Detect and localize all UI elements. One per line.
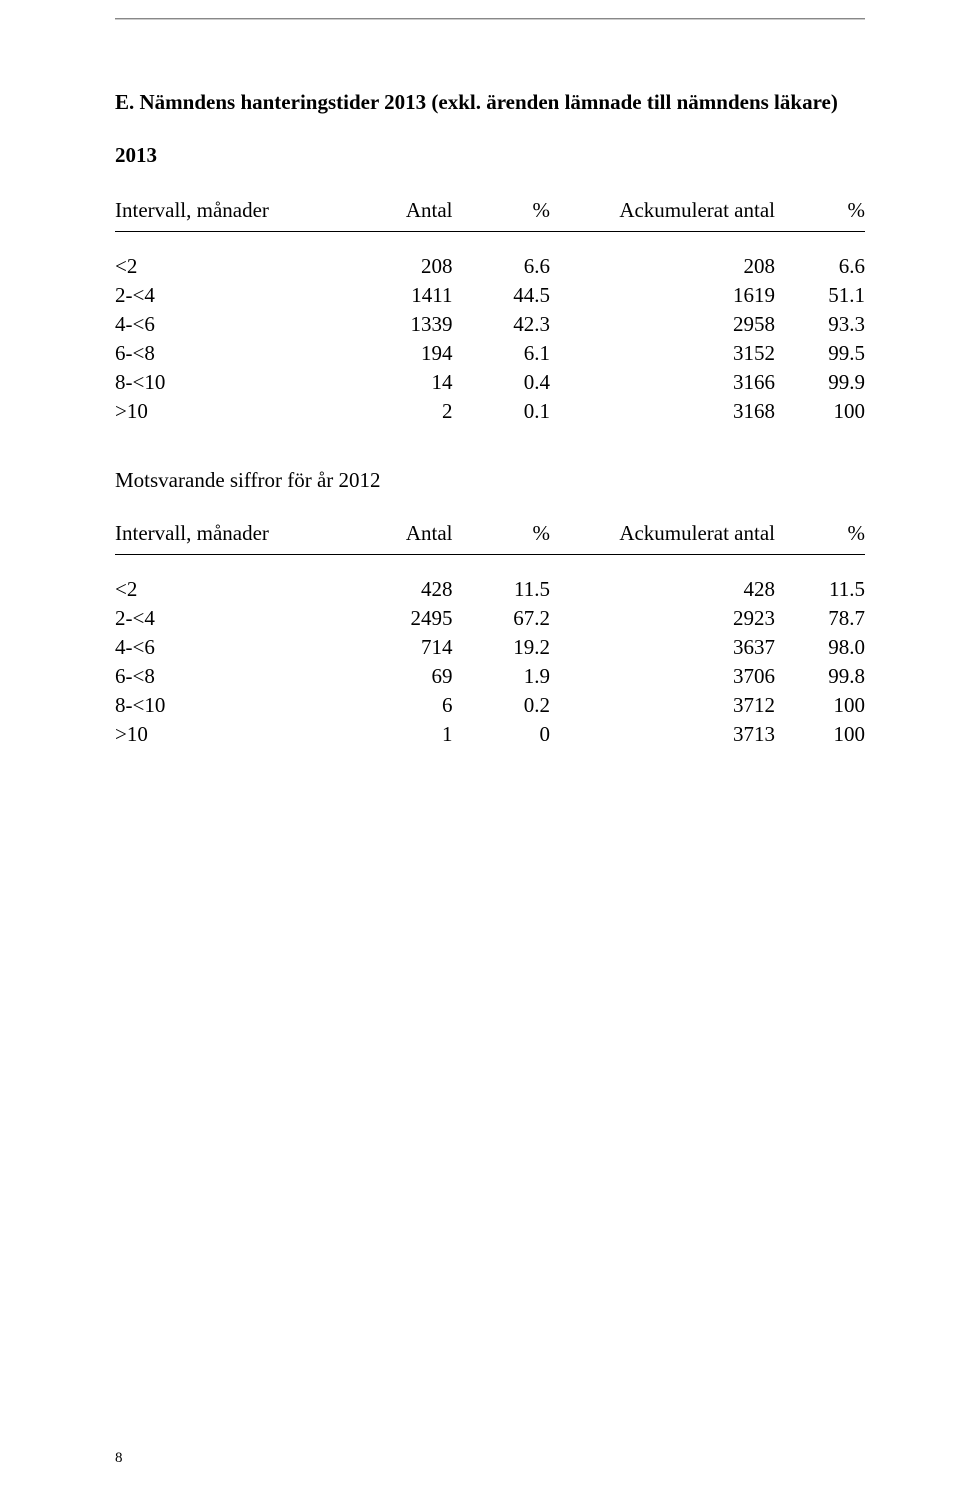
page-number: 8	[115, 1450, 123, 1467]
cell-antal: 69	[318, 662, 453, 691]
table-row: <2 208 6.6 208 6.6	[115, 232, 865, 282]
col-header-interval: Intervall, månader	[115, 517, 318, 555]
subhead-2012: Motsvarande siffror för år 2012	[115, 468, 865, 493]
cell-antal: 1	[318, 720, 453, 749]
col-header-antal: Antal	[318, 517, 453, 555]
cell-antal: 428	[318, 555, 453, 605]
cell-pct: 1.9	[453, 662, 551, 691]
table-row: 8-<10 6 0.2 3712 100	[115, 691, 865, 720]
cell-antal: 2495	[318, 604, 453, 633]
cell-ack: 2923	[550, 604, 775, 633]
cell-pct2: 11.5	[775, 555, 865, 605]
cell-antal: 14	[318, 368, 453, 397]
table-2012-body: <2 428 11.5 428 11.5 2-<4 2495 67.2 2923…	[115, 555, 865, 750]
cell-ack: 3713	[550, 720, 775, 749]
cell-pct2: 99.9	[775, 368, 865, 397]
section-title: E. Nämndens hanteringstider 2013 (exkl. …	[115, 90, 865, 115]
table-2013: Intervall, månader Antal % Ackumulerat a…	[115, 194, 865, 426]
cell-interval: 6-<8	[115, 339, 318, 368]
cell-pct2: 99.5	[775, 339, 865, 368]
cell-ack: 3168	[550, 397, 775, 426]
cell-pct2: 78.7	[775, 604, 865, 633]
cell-pct: 6.6	[453, 232, 551, 282]
cell-pct: 42.3	[453, 310, 551, 339]
cell-pct: 11.5	[453, 555, 551, 605]
cell-antal: 714	[318, 633, 453, 662]
cell-antal: 2	[318, 397, 453, 426]
table-2012: Intervall, månader Antal % Ackumulerat a…	[115, 517, 865, 749]
cell-interval: 6-<8	[115, 662, 318, 691]
cell-ack: 3152	[550, 339, 775, 368]
cell-antal: 6	[318, 691, 453, 720]
col-header-pct2: %	[775, 517, 865, 555]
cell-ack: 1619	[550, 281, 775, 310]
cell-pct2: 93.3	[775, 310, 865, 339]
cell-interval: 4-<6	[115, 310, 318, 339]
cell-interval: 4-<6	[115, 633, 318, 662]
col-header-pct2: %	[775, 194, 865, 232]
cell-interval: >10	[115, 397, 318, 426]
cell-antal: 1339	[318, 310, 453, 339]
table-2013-body: <2 208 6.6 208 6.6 2-<4 1411 44.5 1619 5…	[115, 232, 865, 427]
cell-ack: 3166	[550, 368, 775, 397]
table-row: 8-<10 14 0.4 3166 99.9	[115, 368, 865, 397]
cell-pct2: 100	[775, 397, 865, 426]
cell-pct: 0.4	[453, 368, 551, 397]
col-header-ack: Ackumulerat antal	[550, 194, 775, 232]
table-row: 4-<6 714 19.2 3637 98.0	[115, 633, 865, 662]
col-header-antal: Antal	[318, 194, 453, 232]
year-label: 2013	[115, 143, 865, 168]
table-row: <2 428 11.5 428 11.5	[115, 555, 865, 605]
table-row: 6-<8 69 1.9 3706 99.8	[115, 662, 865, 691]
cell-interval: 2-<4	[115, 281, 318, 310]
cell-ack: 2958	[550, 310, 775, 339]
cell-pct: 44.5	[453, 281, 551, 310]
cell-antal: 1411	[318, 281, 453, 310]
cell-pct: 6.1	[453, 339, 551, 368]
table-header-row: Intervall, månader Antal % Ackumulerat a…	[115, 194, 865, 232]
cell-antal: 194	[318, 339, 453, 368]
table-row: 2-<4 1411 44.5 1619 51.1	[115, 281, 865, 310]
cell-pct: 19.2	[453, 633, 551, 662]
cell-interval: 8-<10	[115, 368, 318, 397]
cell-pct: 67.2	[453, 604, 551, 633]
table-header-row: Intervall, månader Antal % Ackumulerat a…	[115, 517, 865, 555]
cell-ack: 208	[550, 232, 775, 282]
cell-pct2: 6.6	[775, 232, 865, 282]
top-rule	[115, 18, 865, 20]
cell-pct2: 99.8	[775, 662, 865, 691]
table-row: 4-<6 1339 42.3 2958 93.3	[115, 310, 865, 339]
col-header-ack: Ackumulerat antal	[550, 517, 775, 555]
table-row: >10 2 0.1 3168 100	[115, 397, 865, 426]
cell-pct: 0.2	[453, 691, 551, 720]
cell-ack: 428	[550, 555, 775, 605]
cell-interval: 2-<4	[115, 604, 318, 633]
cell-interval: 8-<10	[115, 691, 318, 720]
cell-pct2: 51.1	[775, 281, 865, 310]
cell-ack: 3712	[550, 691, 775, 720]
cell-interval: <2	[115, 555, 318, 605]
cell-ack: 3637	[550, 633, 775, 662]
cell-pct2: 100	[775, 720, 865, 749]
cell-interval: >10	[115, 720, 318, 749]
col-header-pct: %	[453, 517, 551, 555]
cell-ack: 3706	[550, 662, 775, 691]
col-header-interval: Intervall, månader	[115, 194, 318, 232]
cell-pct: 0	[453, 720, 551, 749]
cell-antal: 208	[318, 232, 453, 282]
cell-pct: 0.1	[453, 397, 551, 426]
table-row: 6-<8 194 6.1 3152 99.5	[115, 339, 865, 368]
col-header-pct: %	[453, 194, 551, 232]
cell-pct2: 98.0	[775, 633, 865, 662]
page: E. Nämndens hanteringstider 2013 (exkl. …	[0, 18, 960, 1487]
table-row: 2-<4 2495 67.2 2923 78.7	[115, 604, 865, 633]
cell-interval: <2	[115, 232, 318, 282]
table-row: >10 1 0 3713 100	[115, 720, 865, 749]
cell-pct2: 100	[775, 691, 865, 720]
